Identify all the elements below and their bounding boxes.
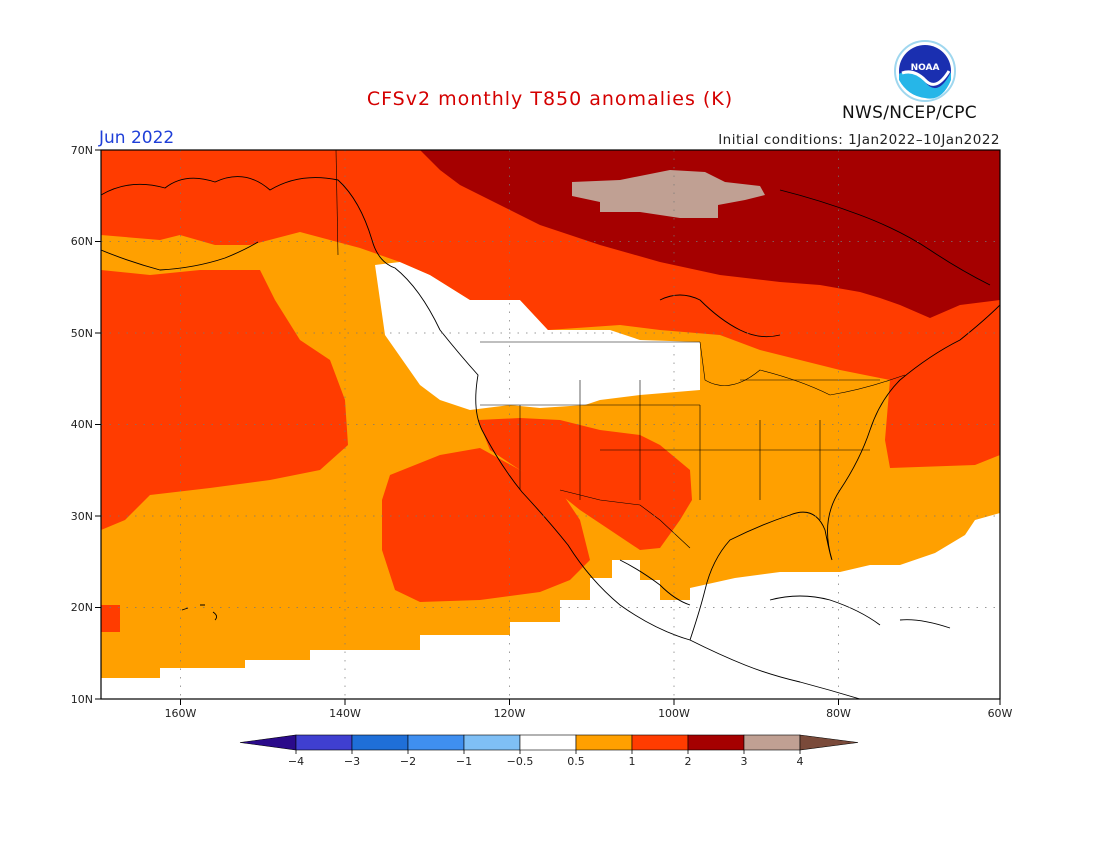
lon-label: 60W (988, 707, 1013, 720)
colorbar-swatch (407, 734, 465, 751)
band-1-2-southwest (478, 418, 692, 550)
colorbar-swatch (687, 734, 745, 751)
lat-label: 20N (71, 601, 93, 614)
colorbar-swatch (351, 734, 409, 751)
forecast-month: Jun 2022 (99, 128, 175, 148)
lon-label: 100W (658, 707, 690, 720)
graticule (101, 150, 1000, 699)
band-1-2-subtropical (382, 448, 590, 602)
lon-label: 80W (826, 707, 851, 720)
colorbar-label: −3 (344, 755, 360, 768)
band-1-2-pacific (101, 270, 348, 530)
agency-label: NWS/NCEP/CPC (842, 103, 977, 123)
colorbar-label: −1 (456, 755, 472, 768)
colorbar-label: 4 (797, 755, 804, 768)
colorbar-label: −0.5 (507, 755, 534, 768)
chart-title: CFSv2 monthly T850 anomalies (K) (366, 88, 734, 110)
colorbar-label: 2 (685, 755, 692, 768)
lat-label: 70N (71, 144, 93, 157)
lat-label: 40N (71, 418, 93, 431)
colorbar-swatch (519, 734, 577, 751)
band-3-4-north (572, 170, 765, 218)
colorbar-label: −4 (288, 755, 304, 768)
colorbar-swatch (463, 734, 521, 751)
colorbar-swatch (631, 734, 689, 751)
lon-labels: 160W 140W 120W 100W 80W 60W (165, 707, 1013, 720)
lat-label: 50N (71, 327, 93, 340)
band-2-3-north (420, 150, 1000, 318)
lon-label: 160W (165, 707, 197, 720)
colorbar-swatch (743, 734, 801, 751)
initial-conditions: Initial conditions: 1Jan2022–10Jan2022 (718, 132, 1000, 148)
colorbar-swatch (575, 734, 633, 751)
colorbar-arrow-high (799, 734, 859, 751)
lat-labels: 10N 20N 30N 40N 50N 60N 70N (71, 144, 93, 706)
svg-text:NOAA: NOAA (911, 63, 940, 73)
noaa-logo-icon: NOAA (894, 40, 956, 102)
colorbar-swatch (295, 734, 353, 751)
colorbar-label: 1 (629, 755, 636, 768)
band-normal-south (101, 513, 1000, 699)
band-1-2-hawaii (101, 605, 120, 632)
colorbar-arrow-low (239, 734, 297, 751)
lat-label: 30N (71, 510, 93, 523)
lat-label: 60N (71, 235, 93, 248)
band-normal-west (375, 262, 700, 410)
lon-label: 120W (494, 707, 526, 720)
colorbar-label: 0.5 (567, 755, 585, 768)
political-boundaries (335, 150, 906, 549)
axis-ticks (95, 149, 1001, 705)
colorbar-label: 3 (741, 755, 748, 768)
colorbar-label: −2 (400, 755, 416, 768)
coastlines (101, 176, 1000, 699)
lon-label: 140W (329, 707, 361, 720)
lat-label: 10N (71, 693, 93, 706)
